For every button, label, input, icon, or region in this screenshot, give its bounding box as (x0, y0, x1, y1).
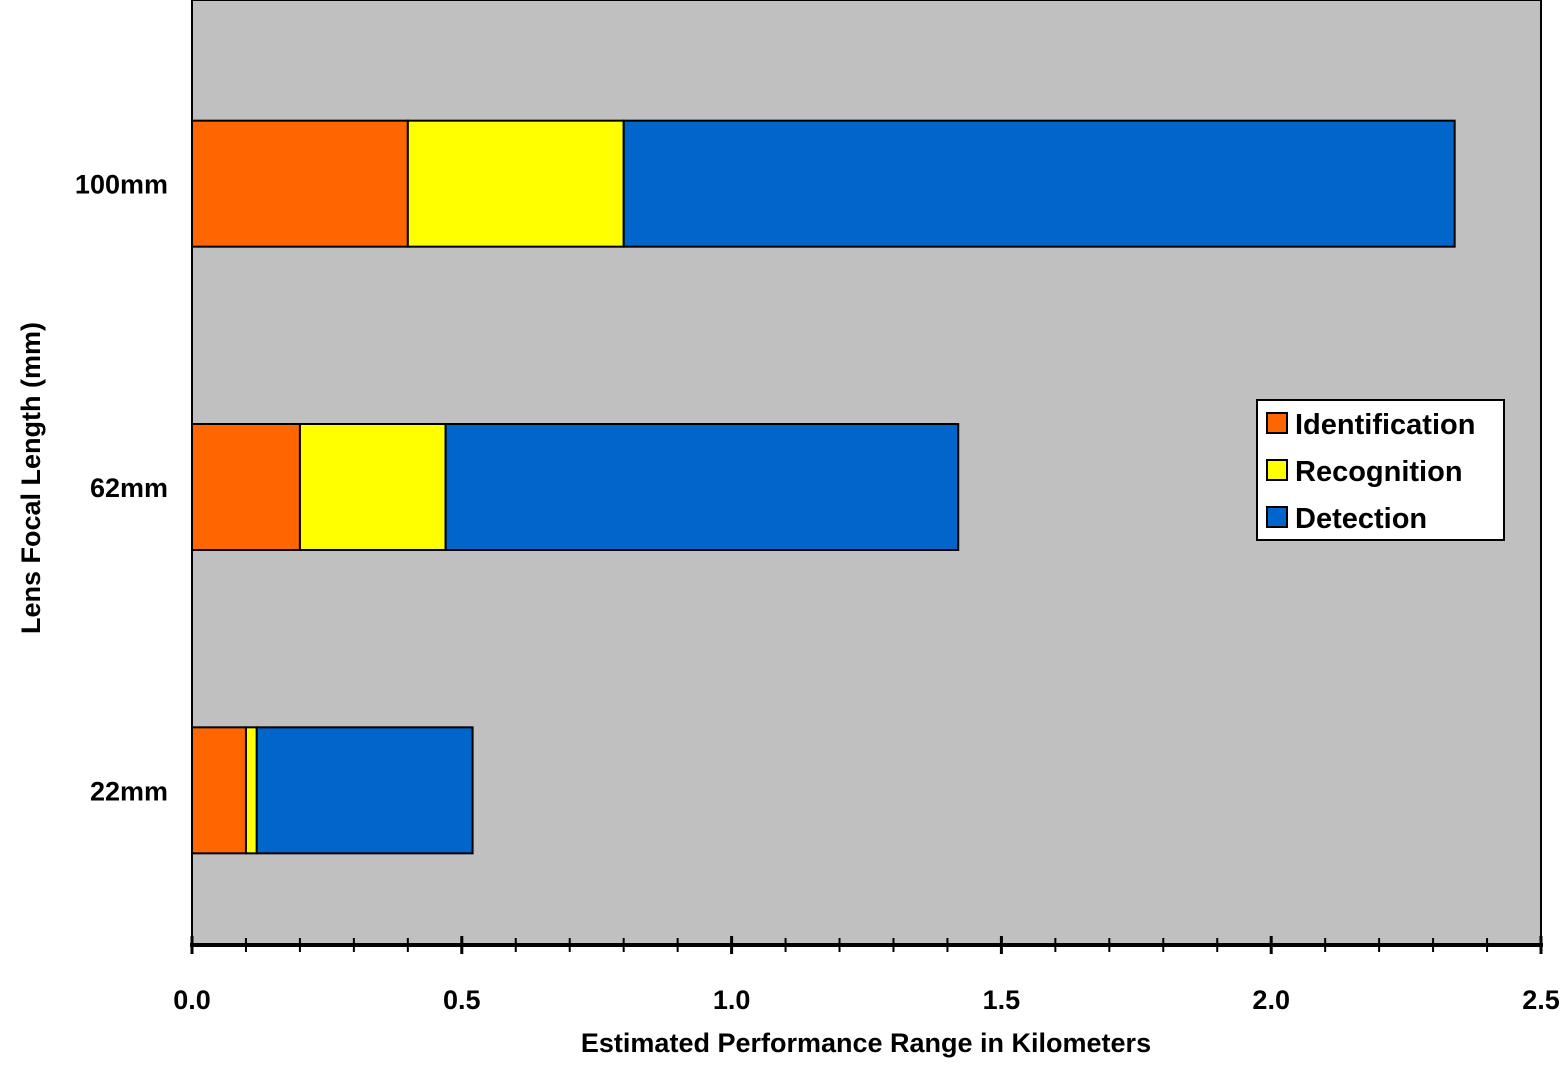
x-tick-label: 0.5 (443, 985, 481, 1015)
bar-62mm-identification (191, 423, 301, 551)
x-axis-title: Estimated Performance Range in Kilometer… (581, 1028, 1151, 1058)
x-axis: 0.0 0.5 1.0 1.5 2.0 2.5 (173, 936, 1560, 1015)
legend: Identification Recognition Detection (1256, 399, 1505, 541)
legend-swatch (1266, 506, 1288, 528)
category-label: 100mm (75, 170, 168, 200)
bar-22mm-identification (191, 726, 247, 855)
x-tick-label: 2.5 (1522, 985, 1560, 1015)
category-label: 22mm (90, 776, 168, 806)
category-label: 62mm (90, 473, 168, 503)
x-tick-label: 2.0 (1252, 985, 1290, 1015)
legend-label: Detection (1295, 503, 1427, 535)
bar-22mm-detection (255, 726, 474, 855)
legend-box (1256, 399, 1505, 541)
bars (191, 119, 1456, 855)
bar-100mm-recognition (406, 119, 625, 248)
y-axis: 22mm 62mm 100mm (75, 170, 168, 807)
bar-100mm-detection (622, 119, 1456, 248)
legend-swatch (1266, 412, 1288, 434)
bar-22mm-recognition (244, 726, 258, 855)
x-tick-label: 1.0 (713, 985, 751, 1015)
legend-label: Recognition (1295, 456, 1463, 488)
bar-62mm-recognition (298, 423, 447, 551)
bar-62mm-detection (444, 423, 960, 551)
legend-label: Identification (1295, 409, 1475, 441)
x-tick-label: 0.0 (173, 985, 211, 1015)
legend-swatch (1266, 459, 1288, 481)
y-axis-title: Lens Focal Length (mm) (16, 322, 46, 634)
bar-100mm-identification (191, 119, 409, 248)
x-tick-label: 1.5 (983, 985, 1021, 1015)
